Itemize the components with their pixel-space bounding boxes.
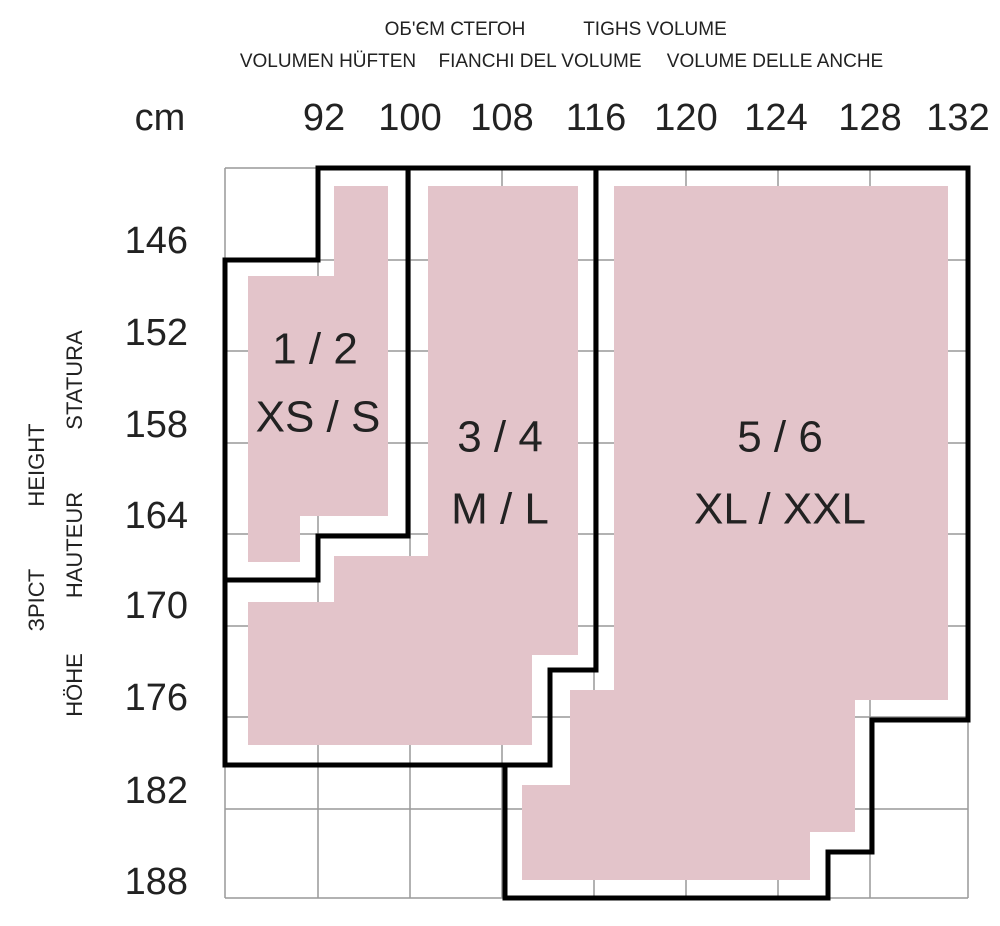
header-label: FIANCHI DEL VOLUME xyxy=(438,51,641,72)
row-label: 164 xyxy=(125,495,188,537)
zone-size: M / L xyxy=(451,485,549,534)
column-label: 120 xyxy=(654,97,717,139)
column-label: 100 xyxy=(378,97,441,139)
side-label: STATURA xyxy=(62,330,87,430)
side-label: HAUTEUR xyxy=(62,492,87,598)
zone-number: 1 / 2 xyxy=(272,325,358,374)
header-label: TIGHS VOLUME xyxy=(583,19,727,40)
row-label: 146 xyxy=(125,220,188,262)
side-label: HEIGHT xyxy=(24,423,49,506)
row-label: 188 xyxy=(125,861,188,903)
zone-number: 3 / 4 xyxy=(457,413,543,462)
column-label: 124 xyxy=(744,97,807,139)
row-label: 170 xyxy=(125,585,188,627)
row-labels: 146 152 158 164 170 176 182 188 xyxy=(125,220,188,903)
row-label: 182 xyxy=(125,770,188,812)
row-label: 176 xyxy=(125,677,188,719)
column-label: 108 xyxy=(470,97,533,139)
column-label: 132 xyxy=(926,97,989,139)
row-label: 158 xyxy=(125,404,188,446)
zone-fills xyxy=(248,186,948,880)
unit-label: cm xyxy=(135,97,186,139)
zone-size: XL / XXL xyxy=(694,485,866,534)
side-label: HÖHE xyxy=(62,653,87,717)
header-label: ОБ'ЄМ СТЕГОН xyxy=(385,19,526,40)
header-label: VOLUMEN HÜFTEN xyxy=(240,51,416,72)
side-label: ЗРІСТ xyxy=(24,569,49,632)
header-label: VOLUME DELLE ANCHE xyxy=(667,51,883,72)
zone-number: 5 / 6 xyxy=(737,413,823,462)
column-label: 116 xyxy=(566,97,627,139)
column-label: 128 xyxy=(838,97,901,139)
column-labels: 92 100 108 116 120 124 128 132 xyxy=(303,97,990,139)
zone-outlines xyxy=(222,165,971,901)
zone-size: XS / S xyxy=(256,393,381,442)
column-label: 92 xyxy=(303,97,345,139)
row-label: 152 xyxy=(125,312,188,354)
